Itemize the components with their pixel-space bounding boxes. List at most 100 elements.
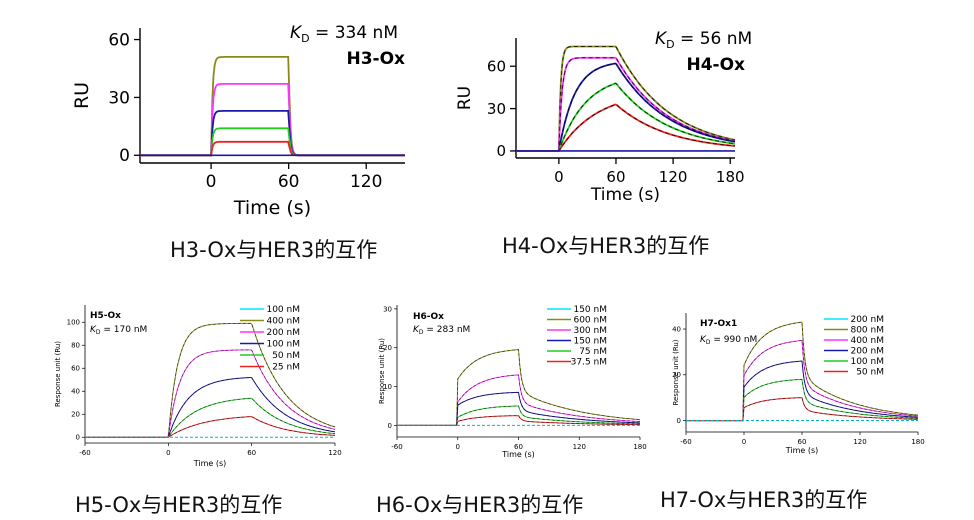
caption-h7: H7-Ox与HER3的互作 [660, 488, 868, 512]
legend-label-1: 800 nM [850, 326, 884, 336]
legend-label-0: 150 nM [573, 305, 607, 315]
y-tick-label: 20 [672, 371, 681, 379]
y-tick-label: 0 [677, 417, 681, 425]
chart-panel-0: 0 60 120 0 30 60 Time (s) RU KD = 334 nM H3-Ox [71, 23, 405, 219]
x-tick-label: -60 [79, 449, 90, 457]
x-tick-label: 60 [798, 438, 807, 446]
legend-label-5: 50 nM [856, 368, 884, 378]
kd-annotation: KD = 283 nM [413, 325, 470, 336]
panel-title: H4-Ox [686, 55, 745, 75]
legend-label-4: 75 nM [579, 347, 607, 357]
x-axis-label: Time (s) [501, 450, 535, 459]
y-tick-label: 0 [76, 434, 80, 442]
x-tick-label: 120 [350, 172, 382, 192]
y-axis-label: Response unit (Ru) [672, 339, 680, 405]
panel-title: H3-Ox [346, 49, 405, 69]
legend-label-1: 600 nM [573, 316, 607, 326]
legend-label-2: 200 nM [266, 328, 300, 338]
panel-title: H5-Ox [90, 311, 121, 321]
y-tick-label: 0 [388, 422, 392, 430]
kd-annotation: KD = 170 nM [90, 325, 147, 336]
x-tick-label: -60 [680, 438, 691, 446]
series-line-5 [686, 397, 918, 422]
x-tick-label: 0 [456, 443, 460, 451]
series-line-2 [140, 110, 405, 157]
series-fit-2 [397, 374, 641, 426]
y-tick-label: 30 [108, 88, 130, 108]
x-tick-label: 0 [206, 172, 217, 192]
legend-label-5: 25 nM [272, 363, 300, 373]
y-tick-label: 60 [108, 31, 130, 51]
panel-title: H6-Ox [413, 312, 444, 322]
y-tick-label: 40 [672, 325, 681, 333]
legend-label-0: 200 nM [850, 315, 884, 325]
series-fit-4 [516, 103, 736, 152]
legend-label-1: 400 nM [266, 317, 300, 327]
series-line-3 [397, 391, 640, 426]
x-tick-label: -60 [391, 443, 402, 451]
series-line-2 [397, 374, 641, 426]
legend-label-4: 50 nM [272, 351, 300, 361]
series-fit-5 [686, 397, 918, 421]
y-tick-label: 20 [383, 344, 392, 352]
y-axis-label: Response unit (Ru) [378, 338, 386, 404]
y-axis-label: Response unit (Ru) [54, 341, 62, 407]
series-fit-3 [686, 360, 919, 421]
x-tick-label: 120 [659, 168, 688, 186]
x-tick-label: 60 [514, 443, 523, 451]
x-tick-label: 120 [573, 443, 586, 451]
legend-label-3: 150 nM [573, 337, 607, 347]
kd-annotation: KD = 334 nM [290, 23, 398, 45]
kd-annotation: KD = 990 nM [700, 335, 757, 346]
y-tick-label: 80 [71, 342, 80, 350]
x-axis-label: Time (s) [785, 446, 819, 455]
y-tick-label: 100 [67, 319, 80, 327]
series-fit-3 [397, 392, 640, 426]
series-fit-5 [397, 415, 640, 426]
legend-label-5: 37.5 nM [571, 358, 607, 368]
caption-h3: H3-Ox与HER3的互作 [170, 238, 378, 262]
legend-label-3: 200 nM [850, 347, 884, 357]
x-tick-label: 60 [606, 168, 625, 186]
caption-h6: H6-Ox与HER3的互作 [376, 493, 584, 517]
series-line-4 [140, 140, 405, 157]
y-tick-label: 30 [383, 305, 392, 313]
caption-h4: H4-Ox与HER3的互作 [502, 234, 710, 258]
y-axis-label: RU [71, 82, 93, 109]
y-tick-label: 40 [71, 388, 80, 396]
legend-label-2: 400 nM [850, 336, 884, 346]
x-tick-label: 60 [247, 449, 256, 457]
series-fit-4 [686, 379, 919, 421]
legend-label-3: 100 nM [266, 340, 300, 350]
chart-panel-2: -60 0 60 120 0 20 40 60 80 100 Time (s) Response un… [54, 305, 342, 468]
x-tick-label: 0 [742, 438, 746, 446]
series-line-0 [140, 56, 405, 157]
x-tick-label: 180 [911, 438, 924, 446]
chart-panel-4: -60 0 60 120 180 0 20 40 Time (s) Response unit (… [672, 313, 925, 455]
x-axis-label: Time (s) [193, 459, 227, 468]
kd-annotation: KD = 56 nM [655, 29, 752, 51]
x-axis-label: Time (s) [590, 185, 660, 205]
x-tick-label: 180 [633, 443, 646, 451]
x-tick-label: 180 [716, 168, 745, 186]
y-tick-label: 0 [496, 142, 506, 160]
x-tick-label: 120 [328, 449, 341, 457]
legend-label-0: 100 nM [266, 305, 300, 315]
panel-title: H7-Ox1 [700, 319, 737, 329]
x-tick-label: 60 [278, 172, 300, 192]
caption-h5: H5-Ox与HER3的互作 [75, 493, 283, 517]
y-tick-label: 60 [487, 57, 506, 75]
y-tick-label: 20 [71, 411, 80, 419]
legend-label-4: 100 nM [850, 357, 884, 367]
x-tick-label: 120 [853, 438, 866, 446]
series-fit-2 [686, 340, 918, 421]
y-tick-label: 30 [487, 100, 506, 118]
series-line-3 [516, 82, 736, 152]
x-tick-label: 0 [554, 168, 564, 186]
y-tick-label: 10 [383, 383, 392, 391]
chart-panel-3: -60 0 60 120 180 0 10 20 30 Time (s) Response unit… [378, 305, 647, 459]
y-tick-label: 0 [119, 146, 130, 166]
y-axis-label: RU [455, 86, 475, 110]
